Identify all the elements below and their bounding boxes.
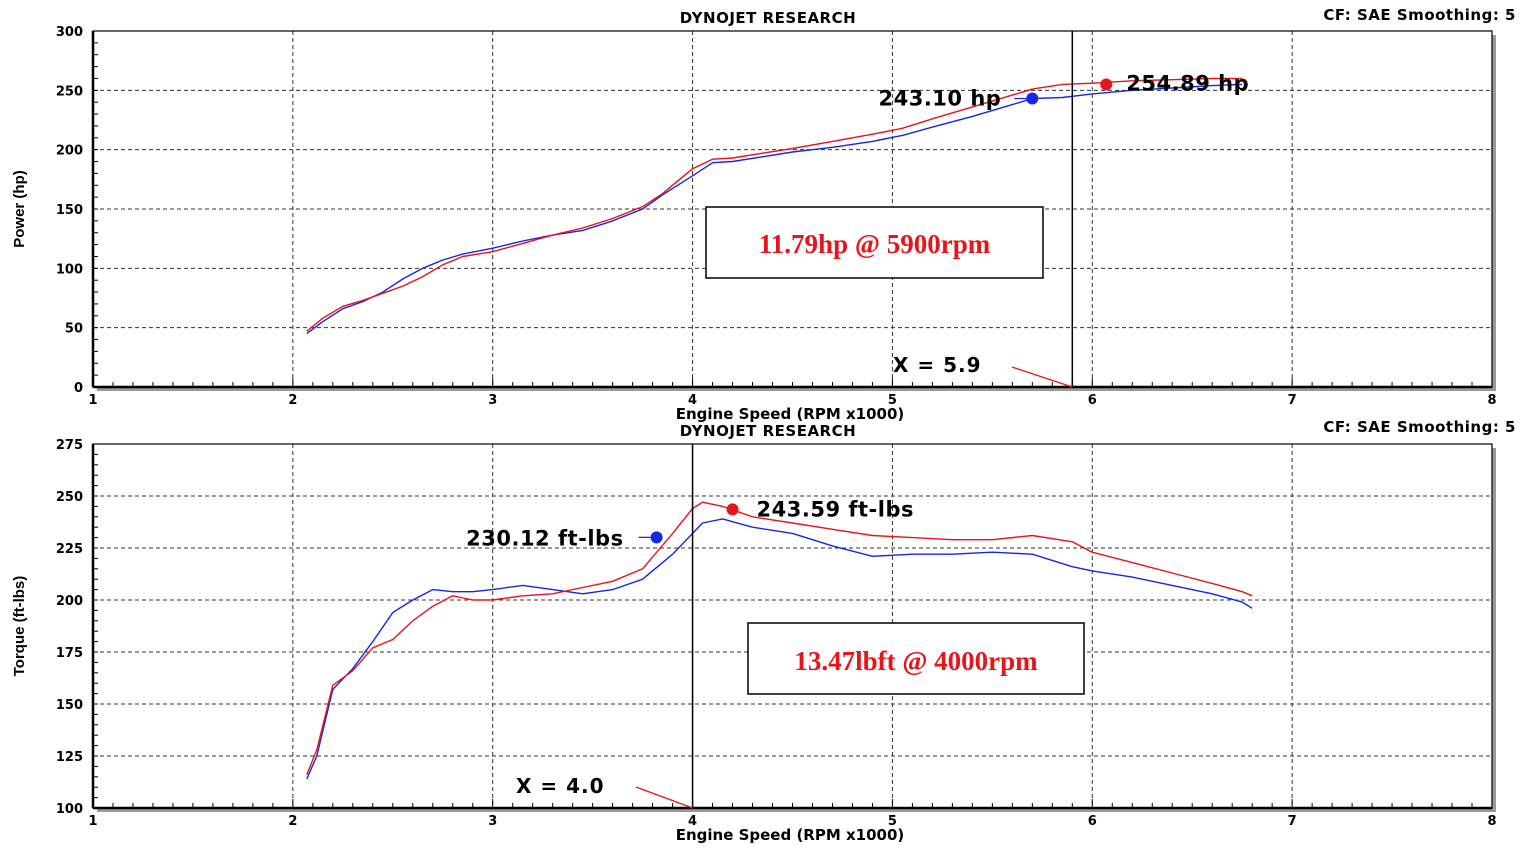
- cursor-readout: X = 5.9: [893, 353, 982, 377]
- x-tick-label: 5: [888, 814, 897, 829]
- red-run-line: [306, 77, 1243, 332]
- y-tick-label: 100: [56, 262, 83, 277]
- x-tick-label: 4: [688, 393, 697, 408]
- y-tick-label: 250: [56, 84, 83, 99]
- x-axis-label: Engine Speed (RPM x1000): [676, 405, 905, 423]
- y-tick-label: 275: [56, 438, 83, 453]
- y-tick-label: 150: [56, 698, 83, 713]
- blue-run-line: [306, 83, 1243, 335]
- chart-settings: CF: SAE Smoothing: 5: [1323, 6, 1516, 24]
- gain-box: [747, 622, 1085, 695]
- blue-peak-label: 243.10 hp: [878, 87, 1001, 111]
- x-axis-label: Engine Speed (RPM x1000): [676, 826, 905, 844]
- chart-title: DYNOJET RESEARCH: [680, 9, 856, 27]
- x-tick-label: 3: [488, 393, 497, 408]
- y-axis-label: Power (hp): [11, 170, 28, 248]
- chart-title: DYNOJET RESEARCH: [680, 422, 856, 440]
- y-tick-label: 150: [56, 203, 83, 218]
- y-tick-label: 200: [56, 144, 83, 159]
- x-tick-label: 8: [1487, 393, 1496, 408]
- gain-text: 13.47lbft @ 4000rpm: [794, 646, 1038, 676]
- x-tick-label: 8: [1487, 814, 1496, 829]
- y-tick-label: 100: [56, 802, 83, 817]
- y-tick-label: 300: [56, 25, 83, 40]
- power-chart: 0 50 100 150 200 250 300 1 2 3 4 5 6 7 8 DYNOJET RESEAR…: [11, 6, 1516, 423]
- red-peak-label: 243.59 ft-lbs: [757, 497, 914, 521]
- y-tick-label: 225: [56, 542, 83, 557]
- x-tick-label: 6: [1088, 814, 1097, 829]
- y-axis-label: Torque (ft-lbs): [11, 576, 28, 677]
- x-tick-label: 5: [888, 393, 897, 408]
- x-tick-label: 2: [288, 814, 297, 829]
- x-tick-label: 7: [1288, 393, 1297, 408]
- y-tick-label: 125: [56, 750, 83, 765]
- gain-text: 11.79hp @ 5900rpm: [759, 229, 991, 259]
- y-tick-label: 0: [74, 381, 83, 396]
- x-tick-label: 6: [1088, 393, 1097, 408]
- red-peak-marker: [1100, 78, 1113, 91]
- cursor-readout: X = 4.0: [516, 774, 605, 798]
- y-tick-label: 50: [65, 322, 83, 337]
- red-peak-label: 254.89 hp: [1126, 72, 1249, 96]
- y-tick-label: 200: [56, 594, 83, 609]
- y-tick-label: 175: [56, 646, 83, 661]
- x-tick-label: 2: [288, 393, 297, 408]
- x-tick-label: 3: [488, 814, 497, 829]
- cursor-leader: [1011, 366, 1073, 388]
- chart-settings: CF: SAE Smoothing: 5: [1323, 418, 1516, 436]
- x-tick-label: 4: [688, 814, 697, 829]
- torque-chart: 100 125 150 175 200 225 250 275 1 2 3 4 5 6 7 8 DYNOJET …: [11, 418, 1516, 844]
- red-peak-marker: [726, 503, 739, 516]
- x-tick-label: 1: [88, 393, 97, 408]
- blue-peak-label: 230.12 ft-lbs: [466, 526, 623, 550]
- y-tick-label: 250: [56, 490, 83, 505]
- x-tick-label: 1: [88, 814, 97, 829]
- cursor-leader: [635, 786, 693, 809]
- gain-box: [705, 206, 1044, 279]
- x-tick-label: 7: [1288, 814, 1297, 829]
